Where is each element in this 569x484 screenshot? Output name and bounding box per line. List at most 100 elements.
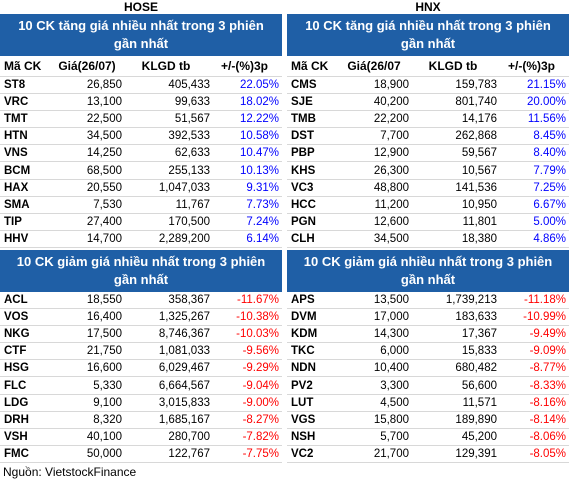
- ticker: CLH: [291, 232, 315, 245]
- ticker: KDM: [291, 328, 318, 341]
- column-header: Mã CK: [291, 59, 329, 73]
- table-row: VSH 40,100 280,700 -7.82%: [0, 429, 282, 446]
- table-row: DST 7,700 262,868 8.45%: [287, 128, 569, 146]
- ticker: NSH: [291, 430, 316, 443]
- price: 14,250: [86, 147, 122, 160]
- section-header: 10 CK giảm giá nhiều nhất trong 3 phiên …: [0, 250, 282, 292]
- price: 48,800: [373, 181, 409, 194]
- change-pct: -8.33%: [529, 379, 566, 392]
- price: 10,400: [373, 362, 409, 375]
- change-pct: -9.04%: [242, 379, 279, 392]
- ticker: DST: [291, 130, 314, 143]
- change-pct: 5.00%: [533, 215, 566, 228]
- ticker: BCM: [4, 164, 31, 177]
- volume: 159,783: [455, 79, 497, 92]
- price: 14,700: [86, 232, 122, 245]
- price: 13,500: [373, 294, 409, 307]
- price: 22,200: [373, 113, 409, 126]
- table-row: ST8 26,850 405,433 22.05%: [0, 77, 282, 95]
- table-row: CMS 18,900 159,783 21.15%: [287, 77, 569, 95]
- ticker: VNS: [4, 147, 28, 160]
- table-row: DRH 8,320 1,685,167 -8.27%: [0, 412, 282, 429]
- change-pct: -7.75%: [242, 447, 279, 460]
- price: 14,300: [373, 328, 409, 341]
- price: 17,500: [86, 328, 122, 341]
- volume: 680,482: [455, 362, 497, 375]
- section-header: 10 CK giảm giá nhiều nhất trong 3 phiên …: [287, 250, 569, 292]
- change-pct: -8.14%: [529, 413, 566, 426]
- volume: 2,289,200: [158, 232, 210, 245]
- change-pct: 12.22%: [239, 113, 279, 126]
- table-row: PGN 12,600 11,801 5.00%: [287, 214, 569, 231]
- price: 12,600: [373, 215, 409, 228]
- volume: 183,633: [455, 311, 497, 324]
- ticker: TMT: [4, 113, 28, 126]
- volume: 51,567: [174, 113, 210, 126]
- change-pct: 7.25%: [533, 181, 566, 194]
- table-row: HTN 34,500 392,533 10.58%: [0, 128, 282, 146]
- change-pct: -8.06%: [529, 430, 566, 443]
- exchange-label: HNX: [415, 0, 441, 14]
- change-pct: 9.31%: [246, 181, 279, 194]
- change-pct: 11.56%: [527, 113, 566, 126]
- price: 34,500: [86, 130, 122, 143]
- price: 11,200: [374, 198, 409, 211]
- table-row: SMA 7,530 11,767 7.73%: [0, 197, 282, 214]
- ticker: TIP: [4, 215, 22, 228]
- change-pct: -11.67%: [237, 294, 279, 307]
- exchange-label: HOSE: [123, 0, 158, 14]
- table-row: LUT 4,500 11,571 -8.16%: [287, 395, 569, 412]
- change-pct: -8.77%: [529, 362, 566, 375]
- change-pct: -9.49%: [529, 328, 566, 341]
- change-pct: 4.86%: [533, 232, 566, 245]
- ticker: NKG: [4, 328, 30, 341]
- price: 18,550: [86, 294, 122, 307]
- change-pct: 10.47%: [239, 147, 279, 160]
- table-row: CLH 34,500 18,380 4.86%: [287, 231, 569, 248]
- volume: 1,081,033: [158, 345, 210, 358]
- change-pct: 7.73%: [246, 198, 279, 211]
- volume: 392,533: [168, 130, 210, 143]
- volume: 262,868: [455, 130, 497, 143]
- table-row: NDN 10,400 680,482 -8.77%: [287, 360, 569, 378]
- volume: 1,685,167: [158, 413, 210, 426]
- ticker: HAX: [4, 181, 29, 194]
- ticker: SMA: [4, 198, 30, 211]
- volume: 56,600: [461, 379, 497, 392]
- price: 68,500: [86, 164, 122, 177]
- table-row: CTF 21,750 1,081,033 -9.56%: [0, 343, 282, 361]
- change-pct: -9.09%: [529, 345, 566, 358]
- price: 7,530: [93, 198, 122, 211]
- volume: 17,367: [461, 328, 497, 341]
- price: 34,500: [373, 232, 409, 245]
- volume: 1,739,213: [445, 294, 497, 307]
- ticker: PBP: [291, 147, 315, 160]
- volume: 99,633: [174, 96, 210, 109]
- change-pct: 7.79%: [533, 164, 566, 177]
- price: 18,900: [373, 79, 409, 92]
- change-pct: 7.24%: [246, 215, 279, 228]
- change-pct: -7.82%: [242, 430, 279, 443]
- volume: 15,833: [461, 345, 497, 358]
- column-header: Mã CK: [4, 59, 42, 73]
- ticker: VC2: [291, 447, 314, 460]
- ticker: HSG: [4, 362, 29, 375]
- change-pct: -10.03%: [236, 328, 279, 341]
- table-row: HAX 20,550 1,047,033 9.31%: [0, 180, 282, 197]
- price: 26,300: [373, 164, 409, 177]
- table-row: VOS 16,400 1,325,267 -10.38%: [0, 309, 282, 327]
- price: 15,800: [373, 413, 409, 426]
- change-pct: -8.05%: [529, 447, 566, 460]
- ticker: LUT: [291, 396, 314, 409]
- price: 40,100: [86, 430, 122, 443]
- volume: 280,700: [168, 430, 210, 443]
- table-row: DVM 17,000 183,633 -10.99%: [287, 309, 569, 327]
- change-pct: -9.56%: [242, 345, 279, 358]
- volume: 801,740: [455, 96, 497, 109]
- price: 40,200: [373, 96, 409, 109]
- ticker: DVM: [291, 311, 317, 324]
- ticker: FMC: [4, 447, 29, 460]
- price: 5,330: [93, 379, 122, 392]
- volume: 18,380: [461, 232, 497, 245]
- volume: 1,047,033: [158, 181, 210, 194]
